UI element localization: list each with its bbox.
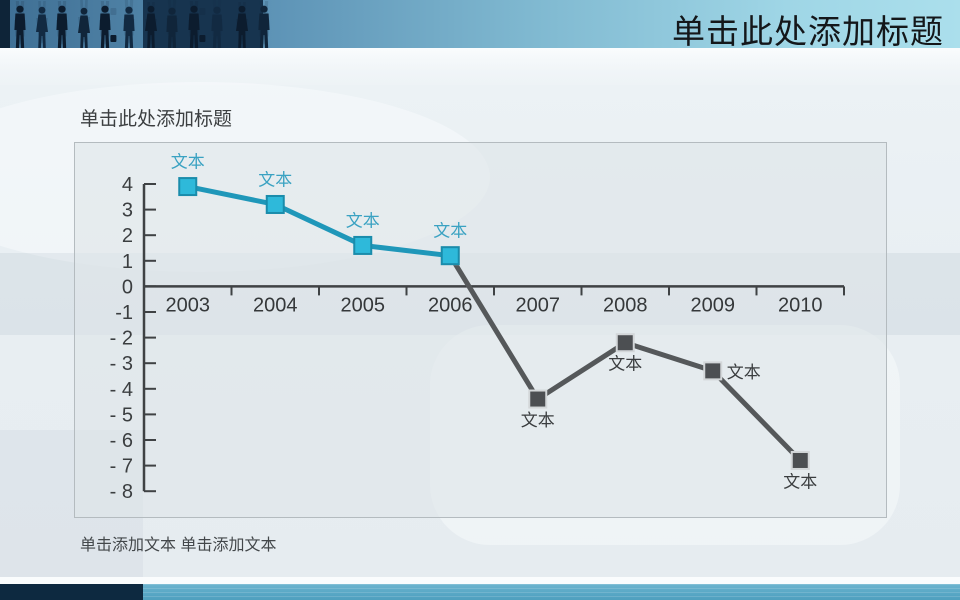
x-tick-label: 2009: [691, 294, 736, 316]
y-tick-label: - 2: [110, 328, 133, 350]
gray-series-marker: [615, 333, 635, 353]
y-tick-label: - 8: [110, 481, 133, 503]
x-tick-label: 2003: [166, 294, 211, 316]
gray-series-marker: [790, 450, 810, 470]
x-tick-label: 2004: [253, 294, 298, 316]
data-point-label: 文本: [727, 363, 761, 382]
people-silhouettes-reflection: [14, 0, 270, 45]
footer-left-block: [0, 584, 143, 600]
line-chart: 4 3 2 1 0 -1 - 2 - 3 - 4 - 5 - 6 - 7 - 8 2003 2004 2005…: [110, 153, 845, 503]
teal-series-marker: [440, 246, 460, 266]
teal-series-marker: [178, 177, 198, 197]
y-tick-label: 1: [122, 251, 133, 273]
x-tick-label: 2007: [516, 294, 561, 316]
slide-title-placeholder[interactable]: 单击此处添加标题: [672, 13, 944, 50]
footer-gap: [0, 577, 960, 584]
gray-series-marker: [528, 389, 548, 409]
y-tick-label: 2: [122, 225, 133, 247]
x-tick-label: 2006: [428, 294, 473, 316]
y-tick-label: - 7: [110, 456, 133, 478]
data-point-label: 文本: [346, 211, 380, 230]
teal-series-marker: [353, 235, 373, 255]
y-tick-label: 0: [122, 276, 133, 298]
x-tick-label: 2008: [603, 294, 648, 316]
teal-series-marker: [265, 194, 285, 214]
x-tick-label: 2005: [341, 294, 386, 316]
y-tick-label: - 5: [110, 404, 133, 426]
y-tick-label: 4: [122, 174, 133, 196]
data-point-label: 文本: [783, 472, 817, 491]
x-tick-label: 2010: [778, 294, 823, 316]
caption-placeholder[interactable]: 单击添加文本 单击添加文本: [80, 537, 277, 554]
header-left-strip: [0, 0, 10, 48]
y-tick-label: -1: [115, 302, 133, 324]
chart-placeholder[interactable]: 4 3 2 1 0 -1 - 2 - 3 - 4 - 5 - 6 - 7 - 8 2003 2004 2005…: [74, 142, 887, 518]
data-point-label: 文本: [521, 411, 555, 430]
y-tick-label: - 4: [110, 379, 133, 401]
subtitle-placeholder[interactable]: 单击此处添加标题: [80, 109, 233, 130]
teal-series-line: [185, 184, 453, 259]
data-point-label: 文本: [258, 170, 292, 189]
y-tick-label: 3: [122, 200, 133, 222]
footer-stripes: [0, 584, 960, 600]
y-tick-label: - 3: [110, 353, 133, 375]
data-point-label: 文本: [608, 355, 642, 374]
gray-series-marker: [703, 361, 723, 381]
footer-bar: [0, 584, 960, 600]
data-point-label: 文本: [433, 222, 467, 241]
y-tick-label: - 6: [110, 430, 133, 452]
reflection-fade: [0, 48, 960, 85]
data-point-label: 文本: [171, 153, 205, 172]
